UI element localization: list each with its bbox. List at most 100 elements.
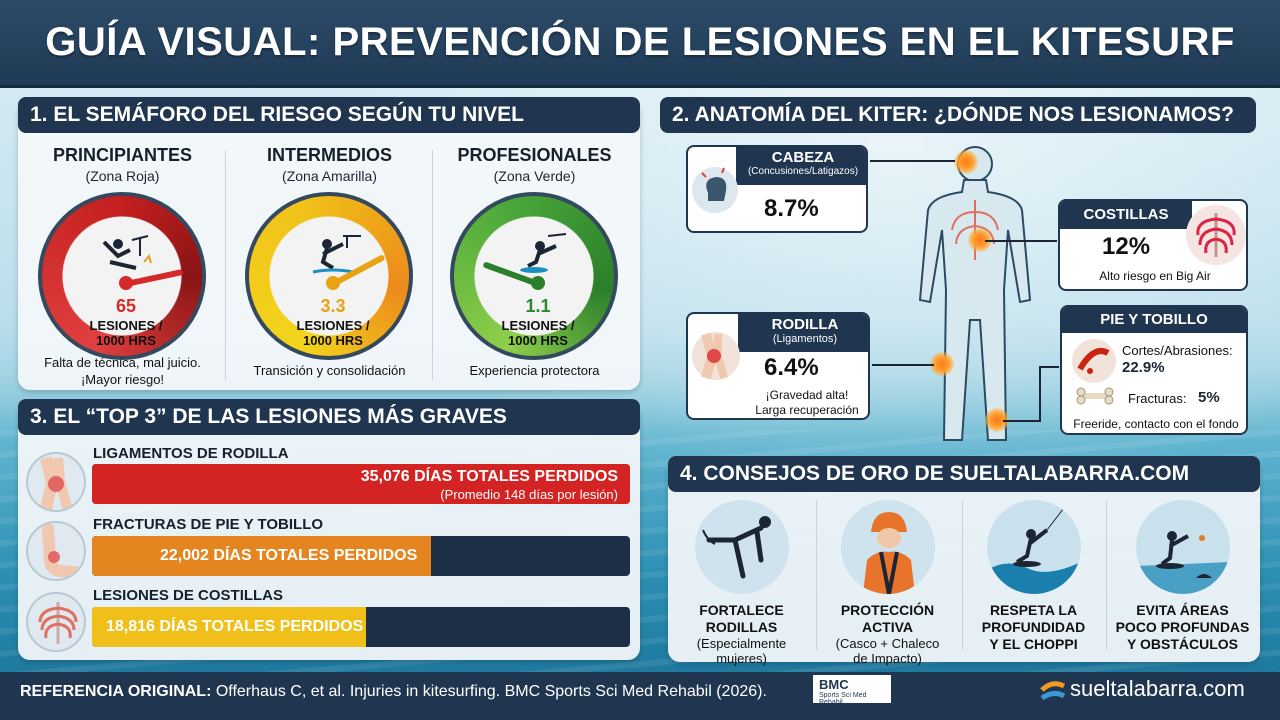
ribcage-icon xyxy=(1186,205,1246,265)
unit-line: 1000 HRS xyxy=(303,333,363,348)
level-beginners: PRINCIPIANTES (Zona Roja) xyxy=(20,145,225,184)
tip-title: RESPETA LA PROFUNDIDAD Y EL CHOPPI xyxy=(966,602,1101,653)
fallen-kiter-icon xyxy=(96,232,156,278)
tip-sub: (Especialmente mujeres) xyxy=(674,636,809,666)
reference-text: Offerhaus C, et al. Injuries in kitesurf… xyxy=(215,683,767,700)
level-pro: PROFESIONALES (Zona Verde) xyxy=(432,145,637,184)
tip-sub-line: (Casco + Chaleco xyxy=(835,636,940,651)
tip-line: Y OBSTÁCULOS xyxy=(1127,636,1238,652)
tip-line: PROFUNDIDAD xyxy=(981,619,1086,635)
injury-name: LIGAMENTOS DE RODILLA xyxy=(93,445,289,462)
tip-title: FORTALECE RODILLAS xyxy=(674,602,809,636)
level-intermediate: INTERMEDIOS (Zona Amarilla) xyxy=(227,145,432,184)
wound-icon xyxy=(1072,339,1116,383)
injury-bar-knee: 35,076 DÍAS TOTALES PERDIDOS (Promedio 1… xyxy=(92,464,630,504)
gauge-value: 65 xyxy=(115,296,137,316)
tip-sub-line: de Impacto) xyxy=(853,651,922,666)
bmc-logo-sub: Sports Sci Med Rehabil xyxy=(819,692,867,706)
gauge-unit: LESIONES /1000 HRS xyxy=(249,318,417,348)
gauge-unit: LESIONES /1000 HRS xyxy=(42,318,210,348)
card-ribs-label: COSTILLAS xyxy=(1060,201,1192,229)
brand-logo-icon xyxy=(1040,680,1066,702)
unit-line: LESIONES / xyxy=(89,318,163,333)
cuts-value: 22.9% xyxy=(1122,359,1165,376)
leader-line xyxy=(870,160,955,162)
page-title: GUÍA VISUAL: PREVENCIÓN DE LESIONES EN E… xyxy=(45,20,1235,64)
gauge-unit: LESIONES /1000 HRS xyxy=(454,318,622,348)
tip-respect-depth: RESPETA LA PROFUNDIDAD Y EL CHOPPI xyxy=(966,500,1101,653)
tip-line: RODILLAS xyxy=(705,619,778,635)
head-hotspot xyxy=(954,150,978,174)
risk-gauge-yellow: 3.3 LESIONES /1000 HRS xyxy=(245,192,413,360)
level-desc: Transición y consolidación xyxy=(253,363,406,378)
card-knee: RODILLA (Ligamentos) 6.4% ¡Gravedad alta… xyxy=(686,312,870,420)
level-name: PRINCIPIANTES xyxy=(52,145,193,165)
tip-line: Y EL CHOPPI xyxy=(989,636,1078,652)
knee-icon xyxy=(26,452,86,512)
divider xyxy=(1106,500,1107,650)
tip-strengthen-knees: FORTALECE RODILLAS (Especialmente mujeres) xyxy=(674,500,809,666)
card-sublabel: (Ligamentos) xyxy=(772,333,838,345)
tip-sub-line: mujeres) xyxy=(716,651,767,666)
card-note: Alto riesgo en Big Air xyxy=(1099,269,1211,283)
footer: REFERENCIA ORIGINAL: Offerhaus C, et al.… xyxy=(0,672,1280,720)
tip-line: ACTIVA xyxy=(861,619,914,635)
leader-line xyxy=(872,364,934,366)
injury-name: FRACTURAS DE PIE Y TOBILLO xyxy=(93,516,324,533)
section2-title: 2. ANATOMÍA DEL KITER: ¿DÓNDE NOS LESION… xyxy=(660,97,1256,133)
tip-title: PROTECCIÓN ACTIVA xyxy=(820,602,955,636)
injury-bar-sub: (Promedio 148 días por lesión) xyxy=(440,487,618,502)
level-name: PROFESIONALES xyxy=(457,145,612,165)
card-value: 12% xyxy=(1102,233,1151,260)
tip-line: RESPETA LA xyxy=(989,602,1078,618)
card-label: RODILLA xyxy=(771,316,839,333)
card-note: Larga recuperación xyxy=(755,403,859,417)
level-desc: Falta de técnica, mal juicio. xyxy=(44,355,201,370)
body-silhouette xyxy=(918,146,1032,441)
kitesurfer-wave-icon xyxy=(986,500,1081,594)
fracture-value: 5% xyxy=(1198,389,1220,406)
injury-bar-ribs: 18,816 DÍAS TOTALES PERDIDOS xyxy=(92,607,630,647)
card-note: Freeride, contacto con el fondo xyxy=(1073,417,1239,431)
divider xyxy=(432,150,433,380)
foot-icon xyxy=(26,521,86,581)
leader-line xyxy=(1003,420,1039,422)
jumping-kiter-icon xyxy=(508,232,568,278)
tip-line: PROTECCIÓN xyxy=(840,602,935,618)
leader-line xyxy=(1039,366,1059,368)
risk-gauge-red: 65 LESIONES /1000 HRS xyxy=(38,192,206,360)
level-zone: (Zona Verde) xyxy=(493,168,576,184)
unit-line: 1000 HRS xyxy=(96,333,156,348)
injury-bar-label: 22,002 DÍAS TOTALES PERDIDOS xyxy=(160,547,418,564)
cuts-label: Cortes/Abrasiones: xyxy=(1122,343,1233,358)
card-note: ¡Gravedad alta! xyxy=(765,388,849,402)
injury-bar-fill xyxy=(92,607,367,647)
gauge-hub xyxy=(119,276,133,290)
injury-bar-fill xyxy=(92,536,431,576)
kiter-icon xyxy=(303,232,363,278)
gauge-value: 1.1 xyxy=(525,296,551,316)
injury-bar-fill xyxy=(92,464,630,504)
card-foot: PIE Y TOBILLO Cortes/Abrasiones: 22.9% F… xyxy=(1060,305,1248,435)
unit-line: LESIONES / xyxy=(296,318,370,333)
gauge-hub xyxy=(326,276,340,290)
level-desc: Experiencia protectora xyxy=(469,363,600,378)
knee-icon xyxy=(692,332,740,380)
injury-name: LESIONES DE COSTILLAS xyxy=(93,587,284,604)
tip-sub-line: (Especialmente xyxy=(696,636,787,651)
reference-label: REFERENCIA ORIGINAL: xyxy=(20,683,212,700)
tip-line: POCO PROFUNDAS xyxy=(1115,619,1250,635)
card-foot-label: PIE Y TOBILLO xyxy=(1062,307,1246,333)
section4-title: 4. CONSEJOS DE ORO DE SUELTALABARRA.COM xyxy=(668,456,1260,492)
leader-line xyxy=(985,240,1057,242)
risk-gauge-green: 1.1 LESIONES /1000 HRS xyxy=(450,192,618,360)
card-knee-label: RODILLA (Ligamentos) xyxy=(738,314,868,352)
helmet-vest-icon xyxy=(840,500,935,594)
tip-avoid-shallow: EVITA ÁREAS POCO PROFUNDAS Y OBSTÁCULOS xyxy=(1115,500,1250,653)
card-value: 8.7% xyxy=(764,195,819,222)
card-label: CABEZA xyxy=(771,149,835,166)
knee-hotspot xyxy=(930,352,954,376)
tip-line: FORTALECE xyxy=(699,602,784,618)
tip-line: EVITA ÁREAS xyxy=(1136,602,1229,618)
unit-line: LESIONES / xyxy=(501,318,575,333)
